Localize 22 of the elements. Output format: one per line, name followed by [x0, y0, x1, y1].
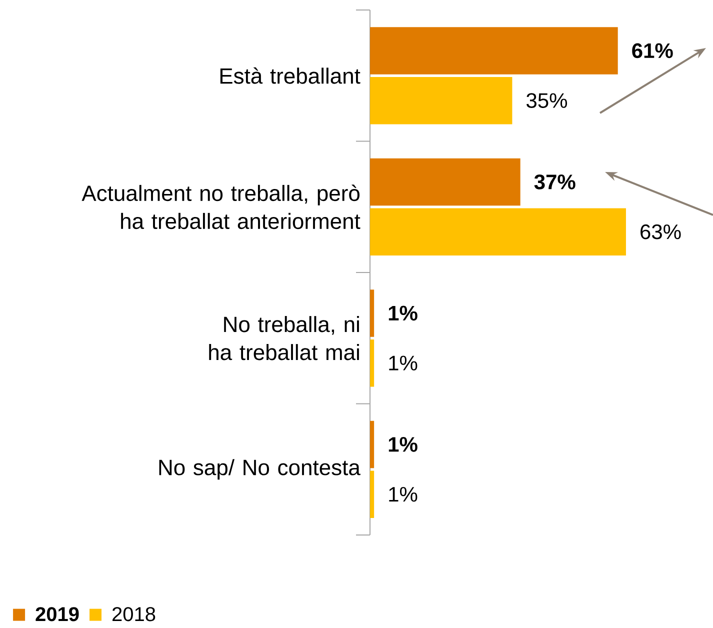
- y-tick-label: No sap/ No contesta: [159, 459, 360, 480]
- bar: [370, 76, 512, 124]
- data-label: 1%: [388, 437, 418, 452]
- y-tick-label: No treballa, ni ha treballat mai: [209, 316, 359, 360]
- bar: [370, 470, 374, 518]
- bar: [370, 339, 374, 387]
- data-label: 1%: [388, 306, 418, 321]
- data-label: 1%: [389, 356, 418, 370]
- bar: [370, 158, 520, 206]
- y-tick-label: Està treballant: [220, 67, 360, 84]
- data-label: 1%: [389, 486, 418, 502]
- legend-label: 2019: [36, 607, 79, 622]
- legend-label: 2018: [112, 607, 156, 622]
- bar: [370, 420, 374, 468]
- bar: [370, 290, 374, 337]
- bar: [370, 27, 618, 74]
- data-label: 35%: [526, 93, 567, 108]
- data-label: 37%: [534, 174, 576, 190]
- data-label: 63%: [640, 224, 681, 240]
- bar: [370, 208, 626, 256]
- data-label: 61%: [632, 43, 673, 58]
- y-tick-label: Actualment no treballa, però ha treballat anteriorment: [82, 184, 360, 230]
